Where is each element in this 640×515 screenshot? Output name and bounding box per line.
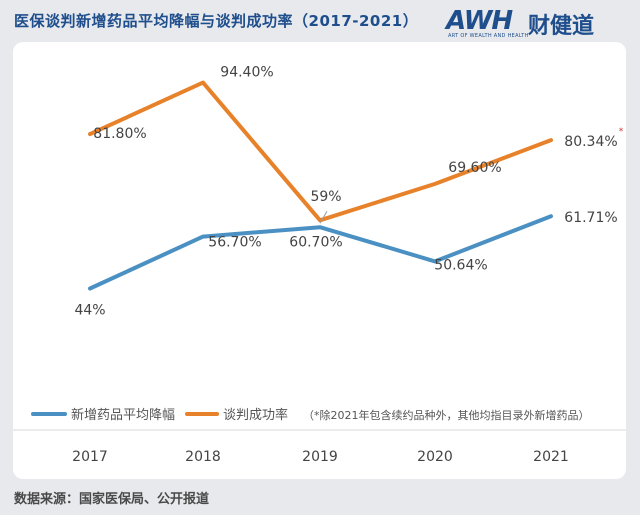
data-label-s1-4: 50.64% xyxy=(434,257,487,273)
x-tick-label-2019: 2019 xyxy=(302,449,338,465)
data-source-note: 数据来源：国家医保局、公开报道 xyxy=(14,492,210,507)
line-chart: 44% 56.70% 59% 50.64% 61.71% 81.80% 94.40% 60.7… xyxy=(13,65,626,465)
data-label-s2-4: 69.60% xyxy=(448,160,501,176)
legend-note: （*除2021年包含续约品种外，其他均指目录外新增药品） xyxy=(303,408,590,422)
data-label-s1-2: 56.70% xyxy=(208,235,261,251)
data-label-s1-1: 44% xyxy=(74,303,105,319)
legend-label-1: 新增药品平均降幅 xyxy=(71,407,175,423)
data-label-s2-5: 80.34% xyxy=(564,134,617,150)
logo-mark-cn: 财健道 xyxy=(528,14,595,39)
chart-title: 医保谈判新增药品平均降幅与谈判成功率（2017-2021） xyxy=(14,12,419,30)
note-marker: * xyxy=(619,127,624,137)
legend-label-2: 谈判成功率 xyxy=(223,407,288,423)
series-line-2 xyxy=(88,80,553,223)
label-leader-59 xyxy=(319,210,328,224)
series-line-1 xyxy=(88,214,553,291)
chart-panel: 44% 56.70% 59% 50.64% 61.71% 81.80% 94.40% 60.7… xyxy=(13,42,626,479)
data-label-s1-3: 59% xyxy=(310,189,341,205)
x-tick-label-2018: 2018 xyxy=(185,449,221,465)
data-label-s2-3: 60.70% xyxy=(289,234,342,250)
data-label-s2-2: 94.40% xyxy=(220,65,273,81)
logo-mark: AWH xyxy=(446,6,513,36)
logo-tagline: ART OF WEALTH AND HEALTH xyxy=(448,33,529,39)
x-tick-label-2017: 2017 xyxy=(72,449,108,465)
brand-logo: AWH 财健道 ART OF WEALTH AND HEALTH xyxy=(446,6,626,42)
data-label-s2-1: 81.80% xyxy=(93,126,146,142)
x-tick-label-2021: 2021 xyxy=(533,449,569,465)
x-tick-label-2020: 2020 xyxy=(417,449,453,465)
data-label-s1-5: 61.71% xyxy=(564,210,617,226)
